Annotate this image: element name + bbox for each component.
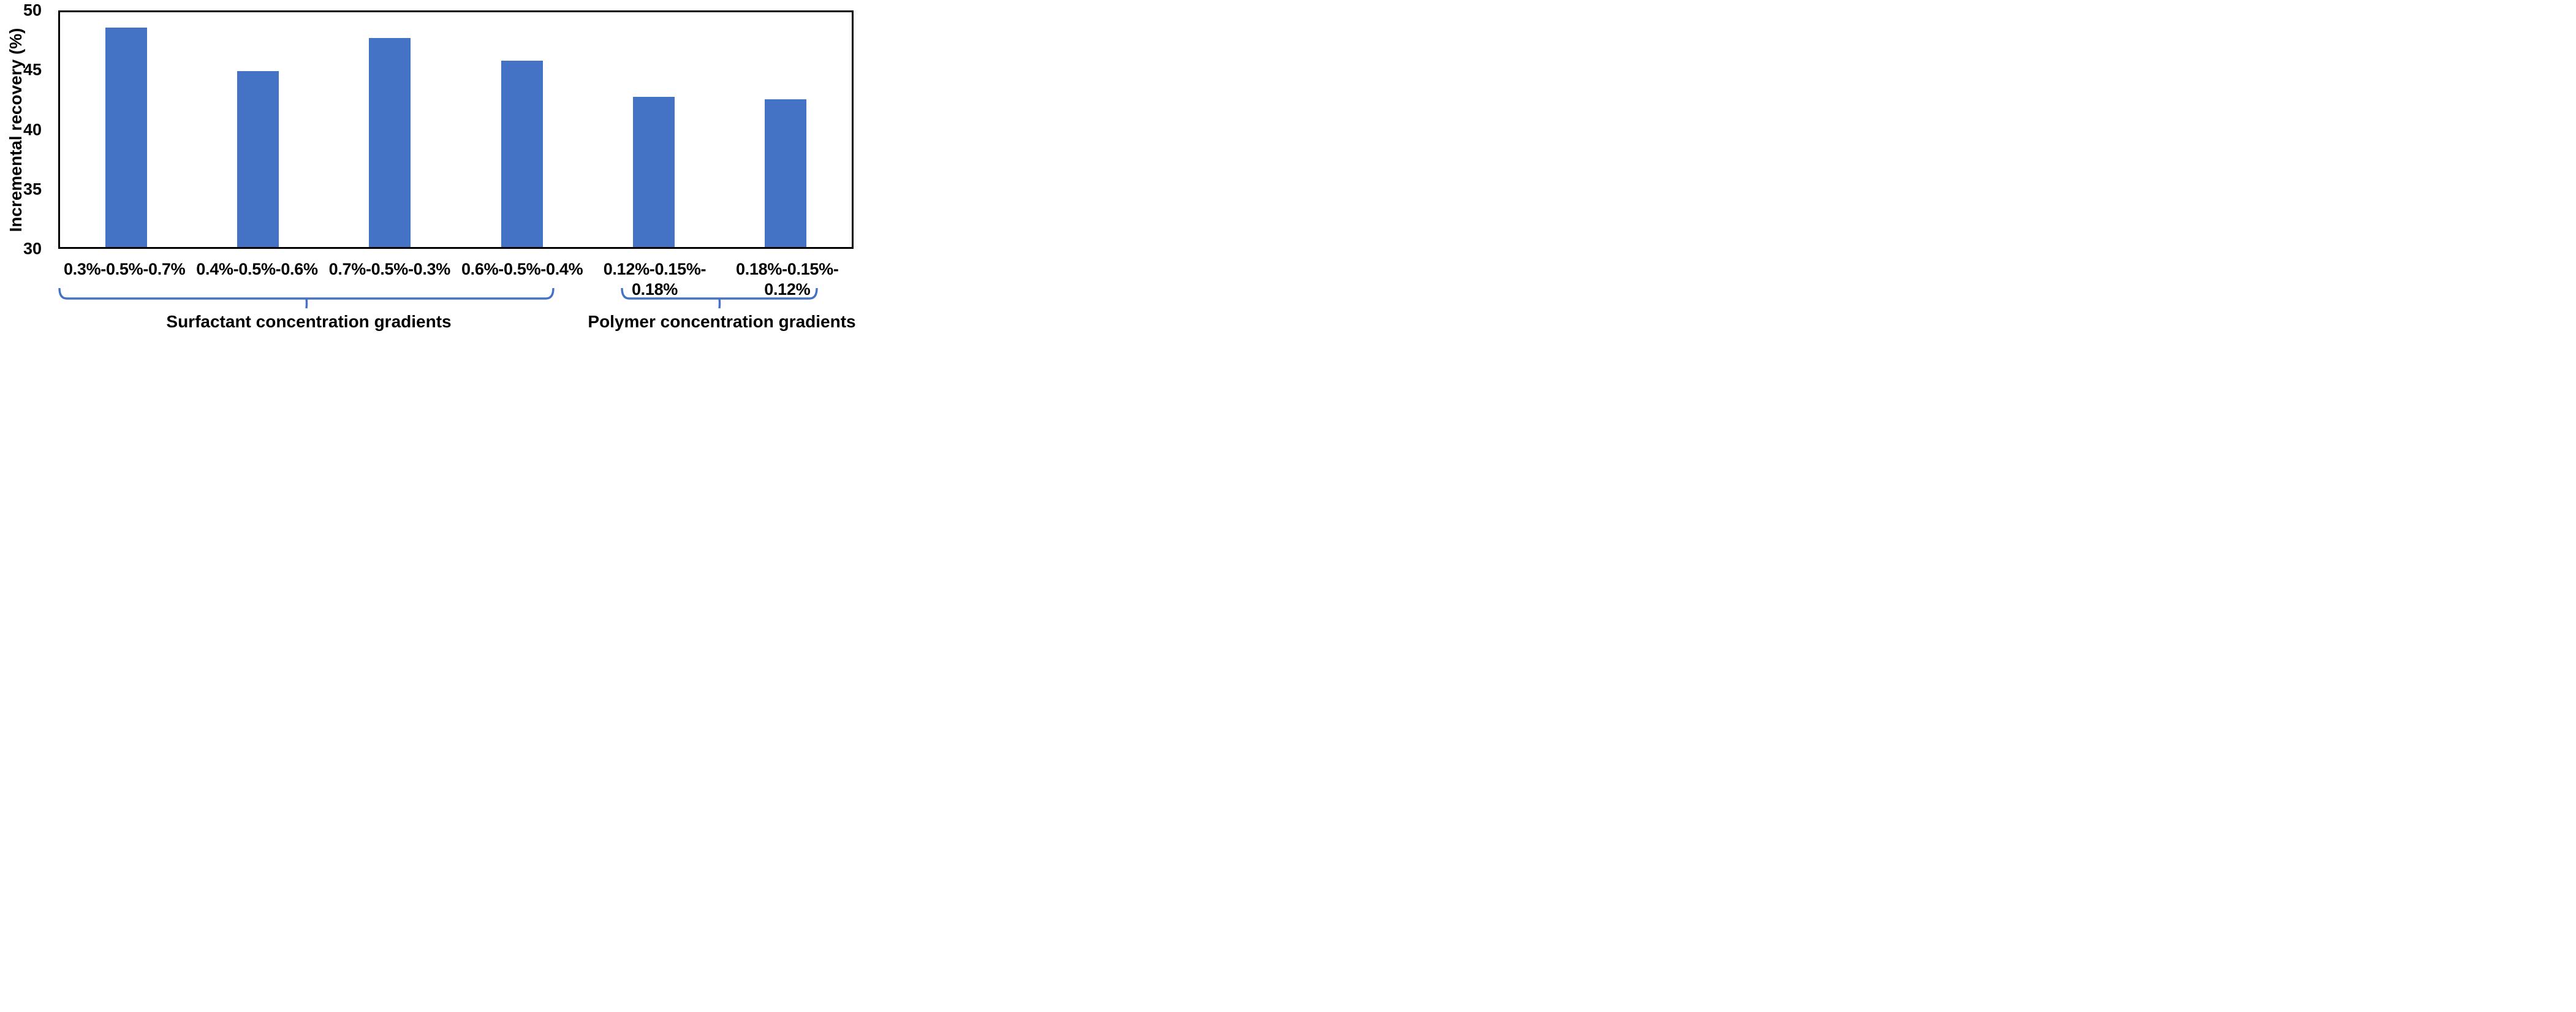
bar-slot (60, 12, 192, 247)
bars-container (60, 12, 852, 247)
x-category-label: 0.12%-0.15%- 0.18% (603, 260, 707, 299)
bar (632, 96, 675, 247)
y-tick-label: 45 (23, 60, 42, 79)
bar (105, 27, 147, 247)
x-category-label: 0.3%-0.5%-0.7% (63, 260, 186, 278)
y-tick-label: 40 (23, 120, 42, 139)
y-tick-label: 35 (23, 180, 42, 199)
bar-slot (588, 12, 719, 247)
bar-slot (720, 12, 852, 247)
bar-slot (324, 12, 456, 247)
y-axis-tick-labels: 30 35 40 45 50 (0, 0, 42, 338)
x-category-label: 0.4%-0.5%-0.6% (196, 260, 318, 278)
bar (369, 38, 411, 247)
group-label: Surfactant concentration gradients (166, 312, 452, 331)
bar-chart: Incremental recovery (%) 30 35 40 45 50 0.3%… (0, 0, 859, 338)
bar (765, 99, 807, 247)
x-category-label: 0.18%-0.15%- 0.12% (736, 260, 839, 299)
y-tick-label: 50 (23, 1, 42, 20)
bar (501, 60, 543, 247)
x-category-label: 0.6%-0.5%-0.4% (461, 260, 583, 278)
x-category-label: 0.7%-0.5%-0.3% (328, 260, 451, 278)
y-tick-label: 30 (23, 239, 42, 258)
bar (237, 70, 279, 247)
group-label: Polymer concentration gradients (588, 312, 856, 331)
plot-area (58, 10, 854, 249)
x-axis-category-labels: 0.3%-0.5%-0.7% 0.4%-0.5%-0.6% 0.7%-0.5%-0.… (58, 259, 854, 300)
bar-slot (456, 12, 588, 247)
bar-slot (192, 12, 324, 247)
